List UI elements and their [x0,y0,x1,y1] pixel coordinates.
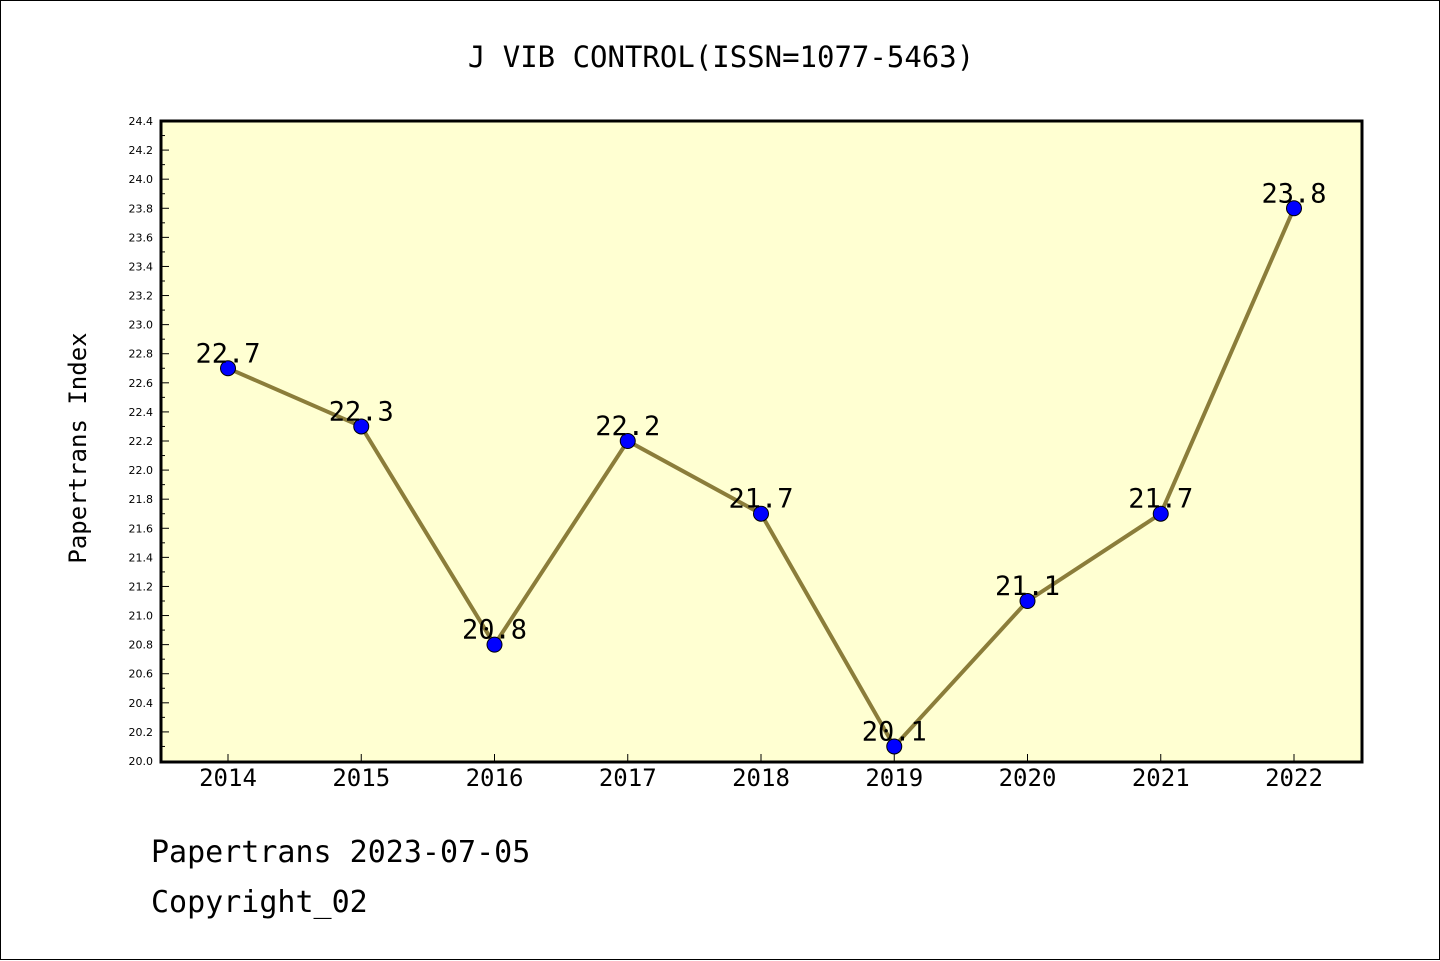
footer-date: Papertrans 2023-07-05 [151,835,531,870]
data-point [619,433,636,449]
y-tick-label: 22.8 [129,348,154,361]
data-point [1152,505,1169,522]
y-tick-label: 20.8 [129,639,154,652]
data-point [1019,593,1036,609]
y-axis-label: Papertrans Index [64,332,92,563]
data-label: 20.1 [862,716,927,747]
y-tick-label: 22.6 [129,377,154,390]
data-point [753,505,769,522]
y-tick-label: 22.0 [129,464,154,477]
x-tick-label: 2017 [599,764,657,792]
x-tick-label: 2022 [1265,764,1323,792]
x-tick-label: 2016 [466,764,524,792]
y-tick-label: 23.4 [129,260,154,273]
y-tick-label: 20.2 [129,726,154,739]
data-label: 22.3 [329,396,394,427]
data-point [886,738,903,755]
x-axis: 2014 2015 2016 2017 2018 2019 2020 2021 2022 [199,754,1323,792]
y-tick-label: 23.8 [129,202,154,215]
y-tick-label: 22.2 [129,435,154,448]
y-tick-label: 20.0 [129,755,154,768]
y-tick-label: 23.6 [129,231,154,244]
y-tick-label: 24.2 [129,144,154,157]
series-line: 22.7 22.3 20.8 22.2 21.7 20.1 21.1 21.7 23.8 [195,178,1327,755]
data-point [353,418,370,435]
y-tick-label: 23.0 [129,319,154,332]
y-axis: 20.0 20.2 20.4 20.6 20.8 21.0 21.2 21.4 21.6 21.8… [129,115,169,768]
x-tick-label: 2021 [1132,764,1190,792]
y-tick-label: 24.4 [129,115,154,128]
data-label: 22.7 [195,338,260,369]
y-tick-label: 21.6 [129,522,154,535]
y-tick-label: 23.2 [129,290,154,303]
data-label: 21.7 [1128,484,1193,515]
y-tick-label: 20.6 [129,668,154,681]
y-tick-label: 21.8 [129,493,154,506]
x-tick-label: 2015 [332,764,390,792]
x-tick-label: 2018 [732,764,790,792]
y-tick-label: 24.0 [129,173,154,186]
x-tick-label: 2014 [199,764,257,792]
plot-border [159,119,1364,764]
data-point [486,636,503,653]
data-label: 21.7 [728,484,793,515]
plot-area [161,121,1362,762]
y-tick-label: 22.4 [129,406,154,419]
x-tick-label: 2020 [999,764,1057,792]
y-tick-label: 21.4 [129,551,154,564]
chart-title: J VIB CONTROL(ISSN=1077-5463) [468,40,974,74]
data-label: 22.2 [595,411,660,442]
data-label: 21.1 [995,571,1060,602]
y-tick-label: 20.4 [129,697,154,710]
data-point [1286,200,1302,217]
y-tick-label: 21.2 [129,580,154,593]
data-label: 20.8 [462,615,527,646]
data-label: 23.8 [1261,178,1326,209]
data-point [220,360,236,377]
footer-copyright: Copyright_02 [151,885,368,920]
x-tick-label: 2019 [865,764,923,792]
y-tick-label: 21.0 [129,610,154,623]
